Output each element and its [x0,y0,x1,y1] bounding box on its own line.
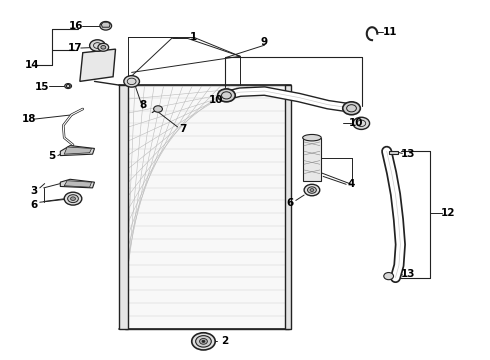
Bar [303,138,321,181]
Text: 1: 1 [190,32,197,42]
Text: 6: 6 [30,200,38,210]
Text: 10: 10 [208,95,223,105]
Bar [120,85,128,329]
Circle shape [124,76,140,87]
Polygon shape [64,181,92,187]
Text: 13: 13 [401,149,416,159]
Circle shape [310,189,314,192]
Text: 8: 8 [139,100,147,111]
Circle shape [154,106,162,112]
Text: 16: 16 [69,21,84,31]
Polygon shape [60,145,95,156]
Polygon shape [80,49,116,81]
Polygon shape [60,179,95,188]
Bar [389,150,398,154]
Circle shape [218,89,235,102]
Circle shape [68,195,78,203]
Text: 4: 4 [348,179,355,189]
Circle shape [199,338,207,344]
Text: 10: 10 [349,118,364,128]
Polygon shape [64,147,92,154]
Text: 13: 13 [401,269,416,279]
Bar [285,85,291,329]
Circle shape [343,102,360,115]
Circle shape [308,187,317,193]
Circle shape [196,336,211,347]
Polygon shape [101,22,110,27]
Circle shape [304,184,320,196]
Text: 14: 14 [25,59,40,69]
Circle shape [192,333,215,350]
Circle shape [384,273,393,280]
Polygon shape [125,85,289,329]
Text: 12: 12 [441,208,456,218]
Text: 6: 6 [286,198,294,208]
Text: 3: 3 [30,186,38,196]
Text: 2: 2 [221,336,228,346]
Text: 11: 11 [382,27,397,37]
Circle shape [64,192,82,205]
Circle shape [98,43,109,51]
Circle shape [90,40,105,51]
Text: 9: 9 [261,37,268,47]
Circle shape [71,197,75,201]
Circle shape [65,84,72,89]
Text: 5: 5 [49,150,56,161]
Circle shape [353,117,369,130]
Ellipse shape [303,134,321,141]
Text: 18: 18 [22,114,36,124]
Circle shape [101,45,106,49]
Text: 15: 15 [35,82,49,92]
Text: 7: 7 [179,124,186,134]
Circle shape [218,89,235,102]
Circle shape [202,340,205,342]
Circle shape [100,22,112,30]
Text: 17: 17 [68,43,82,53]
